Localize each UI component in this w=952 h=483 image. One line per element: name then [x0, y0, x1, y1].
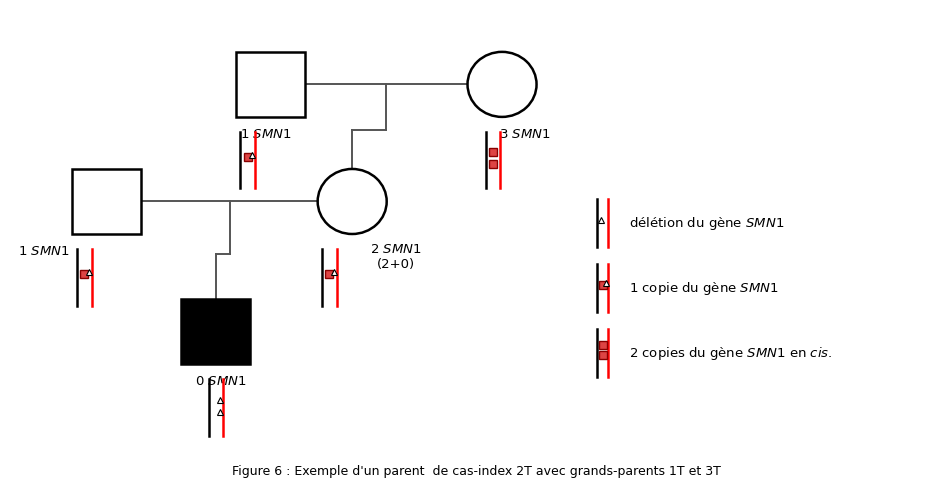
- Bar: [181, 299, 250, 364]
- Bar: [236, 52, 305, 117]
- Ellipse shape: [467, 52, 536, 117]
- Text: 1 copie du gène $SMN1$: 1 copie du gène $SMN1$: [628, 280, 778, 297]
- Text: Figure 6 : Exemple d'un parent  de cas-index 2T avec grands-parents 1T et 3T: Figure 6 : Exemple d'un parent de cas-in…: [232, 465, 720, 478]
- Text: 3 $SMN1$: 3 $SMN1$: [499, 128, 550, 141]
- Text: 0 $SMN1$: 0 $SMN1$: [194, 375, 246, 388]
- Text: 2 $SMN1$
(2+0): 2 $SMN1$ (2+0): [369, 242, 421, 270]
- Ellipse shape: [317, 169, 387, 234]
- Text: délétion du gène $SMN1$: délétion du gène $SMN1$: [628, 214, 783, 232]
- Bar: [72, 169, 141, 234]
- Text: 1 $SMN1$: 1 $SMN1$: [240, 128, 291, 141]
- Text: 2 copies du gène $SMN1$ en $cis.$: 2 copies du gène $SMN1$ en $cis.$: [628, 345, 832, 362]
- Text: 1 $SMN1$: 1 $SMN1$: [17, 245, 69, 258]
